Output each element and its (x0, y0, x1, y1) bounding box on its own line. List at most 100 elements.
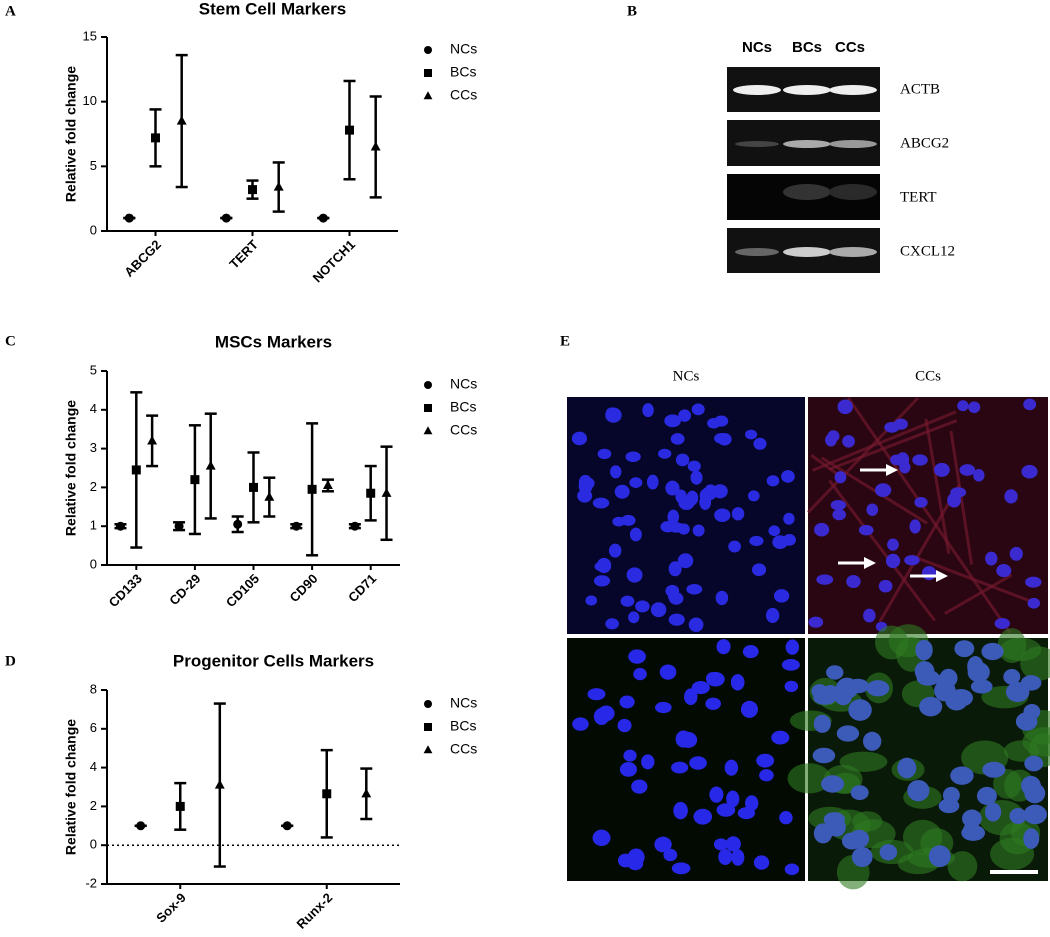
y-tick-label: 8 (90, 681, 97, 696)
filament (828, 479, 936, 622)
y-tick-label: 4 (90, 759, 97, 774)
nucleus (1009, 808, 1027, 824)
marker (366, 488, 376, 498)
nucleus (885, 553, 901, 569)
legend-label: CCs (450, 87, 477, 103)
nucleus (641, 754, 655, 770)
legend-marker (424, 700, 432, 708)
nucleus (884, 421, 900, 433)
image-nc-top (567, 397, 805, 634)
nucleus (678, 409, 692, 422)
nucleus (781, 470, 795, 483)
marker (282, 821, 292, 831)
nucleus (837, 399, 853, 415)
nucleus (623, 749, 637, 762)
nucleus (907, 779, 930, 802)
x-tick-label: NOTCH1 (310, 237, 358, 285)
nucleus (821, 775, 845, 793)
x-tick-label: CD105 (223, 571, 262, 610)
arrow-head (886, 464, 898, 476)
nucleus (617, 718, 632, 733)
nucleus (707, 418, 721, 429)
nucleus (981, 642, 1004, 661)
nucleus (709, 786, 724, 803)
nucleus (675, 730, 692, 748)
nucleus (704, 484, 717, 495)
marker (345, 125, 354, 135)
x-tick-label: CD133 (106, 571, 145, 610)
nucleus (715, 590, 729, 606)
nucleus (675, 453, 690, 467)
nucleus (668, 522, 685, 533)
nucleus (626, 567, 643, 583)
filament (810, 453, 839, 476)
marker (291, 521, 301, 531)
nucleus (597, 448, 612, 460)
x-tick-label: CD90 (287, 571, 321, 605)
nucleus (631, 779, 648, 794)
nucleus (784, 680, 799, 692)
legend-marker (424, 381, 432, 389)
nucleus (985, 551, 998, 566)
column-label: NCs (673, 368, 700, 384)
nucleus (714, 432, 730, 444)
nucleus (841, 832, 862, 850)
nucleus (673, 801, 688, 820)
nucleus (585, 595, 598, 606)
nucleus (737, 807, 755, 820)
nucleus (912, 454, 928, 466)
nucleus (744, 795, 759, 812)
nucleus (866, 680, 890, 697)
filament (828, 419, 958, 471)
nucleus (614, 484, 630, 499)
nucleus (663, 848, 678, 862)
nucleus (659, 664, 677, 680)
nucleus (671, 862, 691, 875)
nucleus (959, 464, 976, 476)
nucleus (976, 786, 997, 805)
nucleus (887, 538, 899, 551)
nucleus (687, 460, 701, 472)
nucleus (699, 494, 712, 511)
cytoplasm (997, 628, 1027, 664)
filament (924, 418, 951, 554)
legend-marker (424, 404, 432, 412)
y-tick-label: 6 (90, 720, 97, 735)
nucleus (850, 785, 869, 801)
filament (949, 430, 974, 565)
nucleus (779, 811, 793, 825)
nucleus (1023, 828, 1040, 849)
gel-band (829, 247, 877, 257)
nucleus (1024, 783, 1046, 804)
nucleus (596, 557, 612, 574)
nucleus (928, 845, 951, 868)
marker (115, 521, 125, 531)
nucleus (846, 574, 861, 589)
nucleus (879, 844, 898, 861)
nucleus (875, 483, 892, 497)
nucleus (897, 757, 917, 779)
y-tick-label: 0 (90, 556, 97, 571)
marker (248, 185, 257, 195)
y-tick-label: 0 (90, 837, 97, 852)
nucleus (745, 429, 758, 440)
nucleus (950, 487, 967, 498)
nucleus (914, 661, 935, 682)
nucleus (753, 437, 767, 450)
marker (147, 435, 158, 445)
nucleus (593, 575, 611, 587)
legend-marker (423, 91, 433, 100)
gene-label: ABCG2 (900, 135, 949, 151)
nucleus (597, 705, 615, 722)
marker (322, 480, 333, 490)
nucleus (665, 480, 680, 496)
marker (175, 801, 185, 811)
legend-label: NCs (450, 695, 477, 711)
nucleus (605, 618, 620, 630)
y-tick-label: 2 (90, 798, 97, 813)
marker (350, 521, 360, 531)
marker (318, 213, 328, 223)
gene-label: CXCL12 (900, 243, 955, 259)
y-tick-label: 5 (90, 158, 97, 173)
nucleus (692, 524, 705, 537)
